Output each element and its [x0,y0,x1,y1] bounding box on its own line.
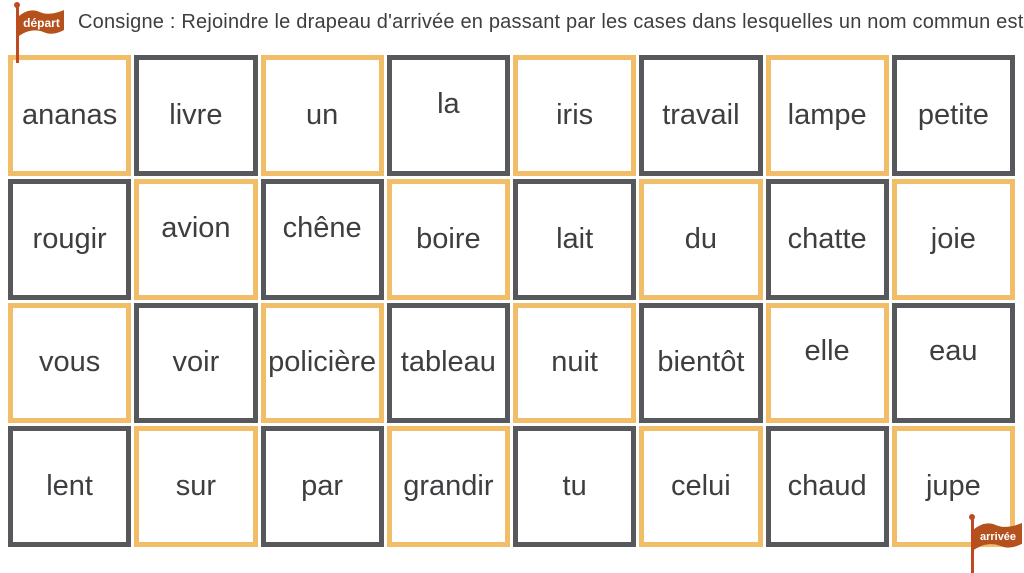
word-cell[interactable]: ananas [8,55,132,176]
word-cell[interactable]: joie [891,178,1015,300]
word-label: nuit [551,346,598,379]
flag-shape [974,523,1022,550]
word-label: du [684,222,717,255]
word-label: bientôt [657,346,745,379]
word-cell[interactable]: boire [386,178,510,300]
word-label: lait [556,222,594,255]
word-cell[interactable]: livre [134,55,258,176]
word-cell[interactable]: nuit [513,302,637,424]
word-label: livre [169,98,223,131]
word-cell[interactable]: sur [134,426,258,547]
word-cell[interactable]: chaud [765,426,889,547]
word-label: elle [804,335,850,368]
word-cell[interactable]: par [260,426,384,547]
word-cell[interactable]: lampe [765,55,889,176]
finish-flag-pole [971,518,974,573]
word-label: lent [46,470,93,503]
word-label: eau [929,335,978,368]
word-label: vous [38,346,101,379]
word-label: celui [671,470,731,503]
word-cell[interactable]: chêne [260,178,384,300]
word-label: ananas [22,98,118,131]
word-cell[interactable]: celui [639,426,763,547]
word-cell[interactable]: petite [891,55,1015,176]
word-label: avion [161,211,231,244]
word-label: policière [268,346,377,379]
start-flag-label: départ [23,16,60,30]
word-label: chaud [787,470,867,503]
word-cell[interactable]: lent [8,426,132,547]
word-label: rougir [32,222,107,255]
word-label: petite [917,98,989,131]
finish-flag-pole-knob [969,514,975,520]
word-label: par [301,470,344,503]
word-label: iris [556,98,594,131]
word-cell[interactable]: grandir [386,426,510,547]
finish-flag-label: arrivée [979,530,1017,543]
word-label: tableau [400,346,496,379]
flag-shape [19,10,64,36]
word-cell[interactable]: travail [639,55,763,176]
word-label: voir [172,346,220,379]
start-flag-pole [16,5,19,63]
word-label: grandir [403,470,494,503]
word-cell[interactable]: elle [765,302,889,424]
word-cell[interactable]: policière [260,302,384,424]
word-label: un [305,98,339,131]
word-label: jupe [925,470,981,503]
word-label: joie [930,222,976,255]
finish-flag-icon: arrivée [974,522,1022,553]
word-label: tu [562,470,587,503]
word-cell[interactable]: chatte [765,178,889,300]
start-flag-pole-knob [14,2,20,8]
word-cell[interactable]: eau [891,302,1015,424]
word-cell[interactable]: la [386,55,510,176]
word-cell[interactable]: tu [513,426,637,547]
word-label: chêne [282,211,362,244]
word-cell[interactable]: voir [134,302,258,424]
word-label: lampe [787,98,867,131]
word-cell[interactable]: tableau [386,302,510,424]
word-cell[interactable]: du [639,178,763,300]
word-label: chatte [787,222,867,255]
word-cell[interactable]: iris [513,55,637,176]
start-flag-icon: départ [19,9,64,39]
word-cell[interactable]: rougir [8,178,132,300]
word-cell[interactable]: jupe [891,426,1015,547]
word-label: la [437,87,460,120]
word-cell[interactable]: lait [513,178,637,300]
word-label: boire [416,222,481,255]
word-label: sur [175,470,217,503]
word-cell[interactable]: un [260,55,384,176]
word-label: travail [662,98,740,131]
word-cell[interactable]: vous [8,302,132,424]
word-cell[interactable]: avion [134,178,258,300]
instruction-text: Consigne : Rejoindre le drapeau d'arrivé… [78,11,1024,33]
word-grid: ananas livre un la iris travail lampe pe… [8,55,1015,547]
word-cell[interactable]: bientôt [639,302,763,424]
